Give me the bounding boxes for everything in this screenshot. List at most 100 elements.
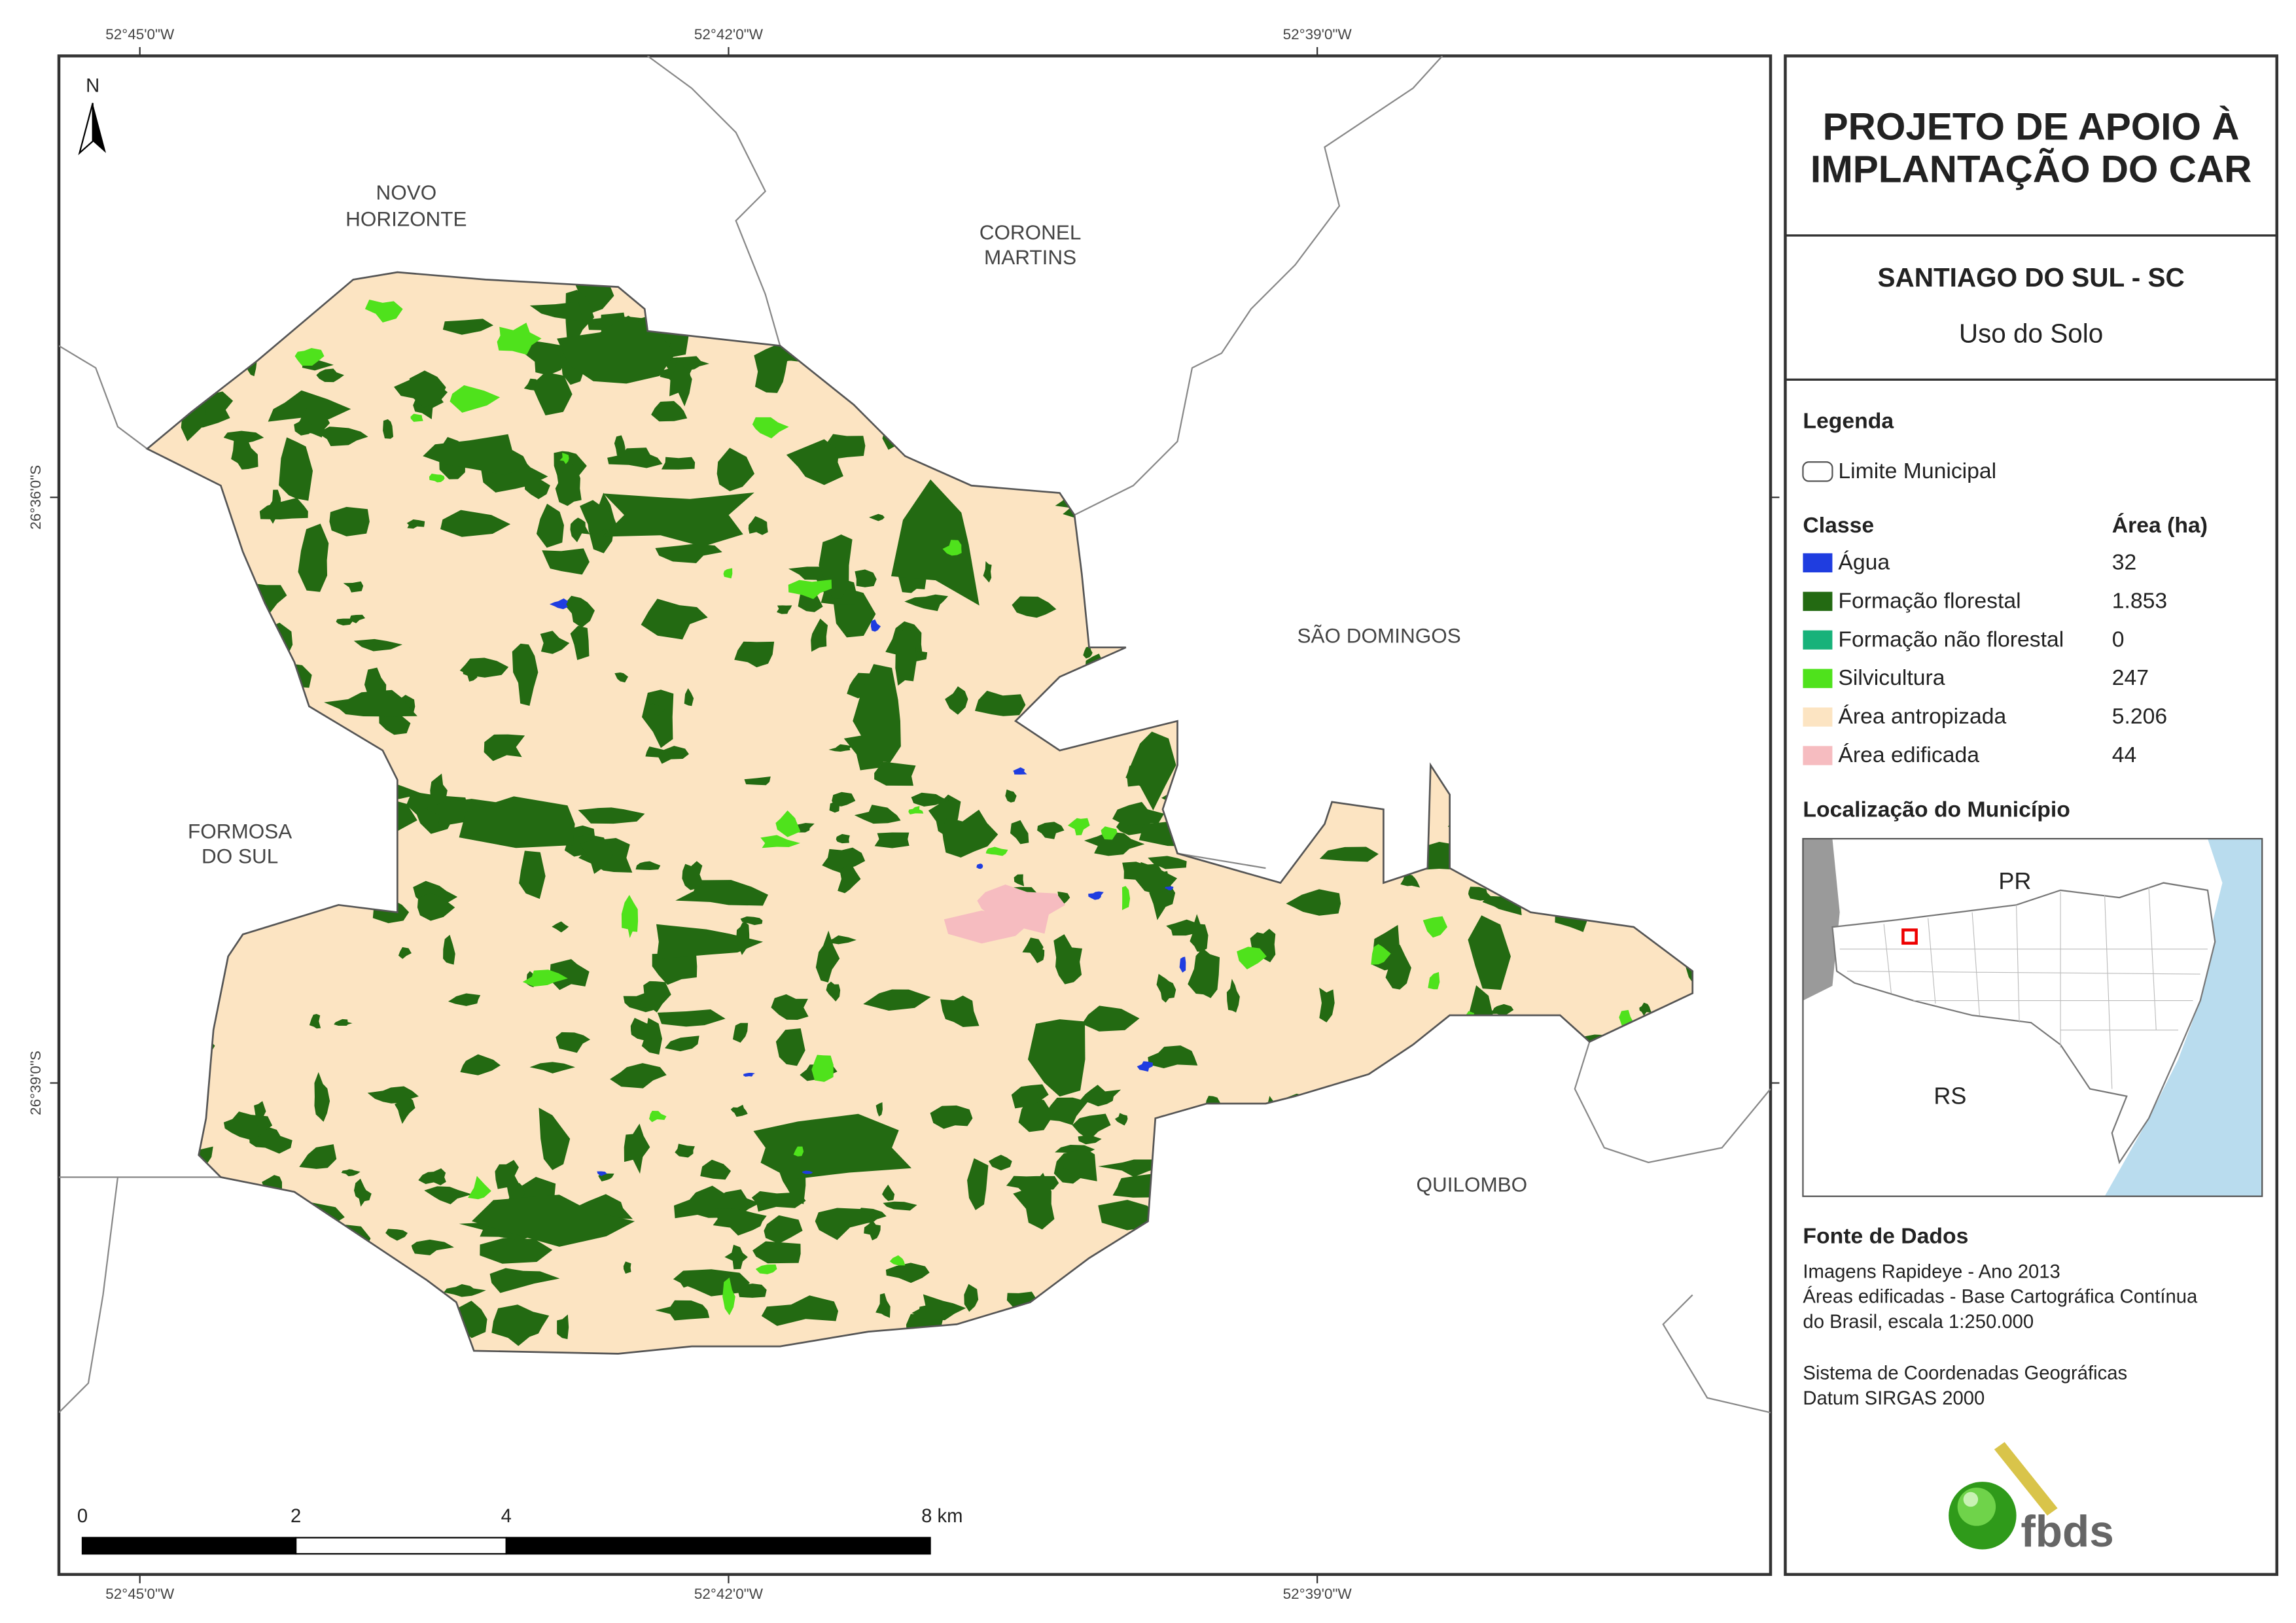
source-line: Datum SIRGAS 2000 — [1803, 1388, 1985, 1409]
coordinate-ticks — [50, 46, 1780, 1584]
land-patch — [1639, 1002, 1651, 1016]
land-patch — [448, 993, 481, 1006]
legend-title: Legenda — [1803, 408, 1894, 433]
land-patch — [985, 846, 1008, 856]
land-patch — [418, 1168, 446, 1185]
land-patch — [459, 657, 509, 678]
land-patch — [254, 1101, 266, 1127]
legend-swatch — [1803, 707, 1833, 727]
coordinate-label: 52°42'0"W — [694, 1586, 764, 1602]
land-patch — [409, 370, 446, 408]
land-patch — [480, 1238, 553, 1264]
land-patch — [539, 1108, 571, 1170]
land-patch — [832, 792, 856, 807]
place-name: HORIZONTE — [345, 207, 467, 231]
land-patch — [669, 357, 692, 407]
land-patch — [317, 427, 368, 446]
land-patch — [309, 1014, 321, 1029]
land-patch — [786, 439, 843, 485]
land-patch — [410, 413, 423, 422]
land-patch — [641, 599, 708, 640]
land-patch — [675, 1143, 695, 1158]
land-patch — [1005, 789, 1017, 803]
legend-swatch — [1803, 591, 1833, 611]
land-patch — [471, 1195, 635, 1247]
land-patch — [468, 1176, 491, 1200]
coordinate-label: 26°36'0"S — [27, 465, 44, 530]
land-patch — [811, 1055, 834, 1082]
land-patch — [825, 935, 857, 945]
land-patch — [826, 981, 841, 1002]
land-patch — [754, 343, 788, 393]
land-patch — [761, 1295, 839, 1326]
land-patch — [684, 688, 694, 707]
logo — [1949, 1442, 2058, 1550]
land-patch — [1164, 886, 1174, 891]
land-patch — [638, 981, 671, 1013]
land-patch — [645, 703, 667, 716]
land-patch — [829, 801, 839, 813]
land-patch — [442, 319, 494, 335]
side-panel — [1784, 54, 2278, 1577]
land-patch — [870, 619, 881, 632]
land-patch — [495, 1160, 520, 1189]
legend-swatch — [1803, 553, 1833, 572]
legend-value: 0 — [2112, 627, 2125, 652]
land-patch — [802, 1170, 813, 1174]
land-patch — [911, 792, 949, 807]
land-patch — [869, 514, 885, 521]
land-patch — [536, 503, 564, 548]
land-patch — [383, 419, 394, 439]
title: IMPLANTAÇÃO DO CAR — [1810, 148, 2252, 191]
land-patch — [512, 643, 539, 706]
land-patch — [882, 1184, 895, 1201]
land-patch — [904, 594, 949, 612]
land-patch — [983, 561, 992, 583]
place-name: MARTINS — [984, 245, 1076, 269]
coordinate-label: 52°42'0"W — [694, 26, 764, 43]
inset-title: Localização do Município — [1803, 797, 2070, 822]
land-patch — [716, 447, 755, 491]
land-patch — [1422, 916, 1448, 938]
land-patch — [444, 1283, 486, 1297]
land-patch — [944, 910, 1026, 944]
sources-title: Fonte de Dados — [1803, 1224, 1968, 1249]
land-patch — [815, 930, 840, 983]
north-label: N — [86, 75, 99, 96]
legend-swatch — [1803, 746, 1833, 765]
place-name: NOVO — [376, 181, 436, 204]
land-patch — [624, 1123, 650, 1174]
land-patch — [724, 1244, 748, 1270]
place-name: CORONEL — [980, 220, 1082, 244]
land-patch — [1156, 973, 1176, 1003]
legend-value: 247 — [2112, 665, 2149, 690]
land-patch — [542, 548, 590, 575]
land-patch — [776, 605, 792, 614]
land-patch — [1112, 801, 1165, 826]
land-patch — [555, 462, 582, 506]
land-patch — [429, 474, 445, 483]
land-patch — [1084, 831, 1145, 856]
land-patch — [1428, 971, 1440, 990]
land-patch — [874, 832, 910, 848]
land-patch — [614, 435, 626, 458]
land-patch — [223, 430, 264, 444]
scale-label: 0 — [77, 1506, 88, 1527]
land-patch — [353, 1178, 372, 1207]
land-patch — [1082, 1005, 1140, 1032]
land-patch — [459, 796, 575, 848]
land-patch — [964, 1283, 979, 1312]
land-patch — [1468, 915, 1511, 990]
land-patch — [863, 989, 931, 1011]
land-patch — [1088, 891, 1104, 900]
land-patch — [885, 1263, 930, 1283]
land-patch — [621, 895, 639, 938]
land-patch — [1319, 846, 1379, 862]
legend-label: Formação florestal — [1838, 588, 2021, 613]
land-patch — [417, 892, 455, 921]
inset-map — [1803, 839, 2263, 1196]
land-patch — [324, 689, 417, 717]
coordinate-label: 52°45'0"W — [105, 26, 175, 43]
land-patch — [540, 631, 570, 654]
land-patch — [395, 1094, 415, 1125]
